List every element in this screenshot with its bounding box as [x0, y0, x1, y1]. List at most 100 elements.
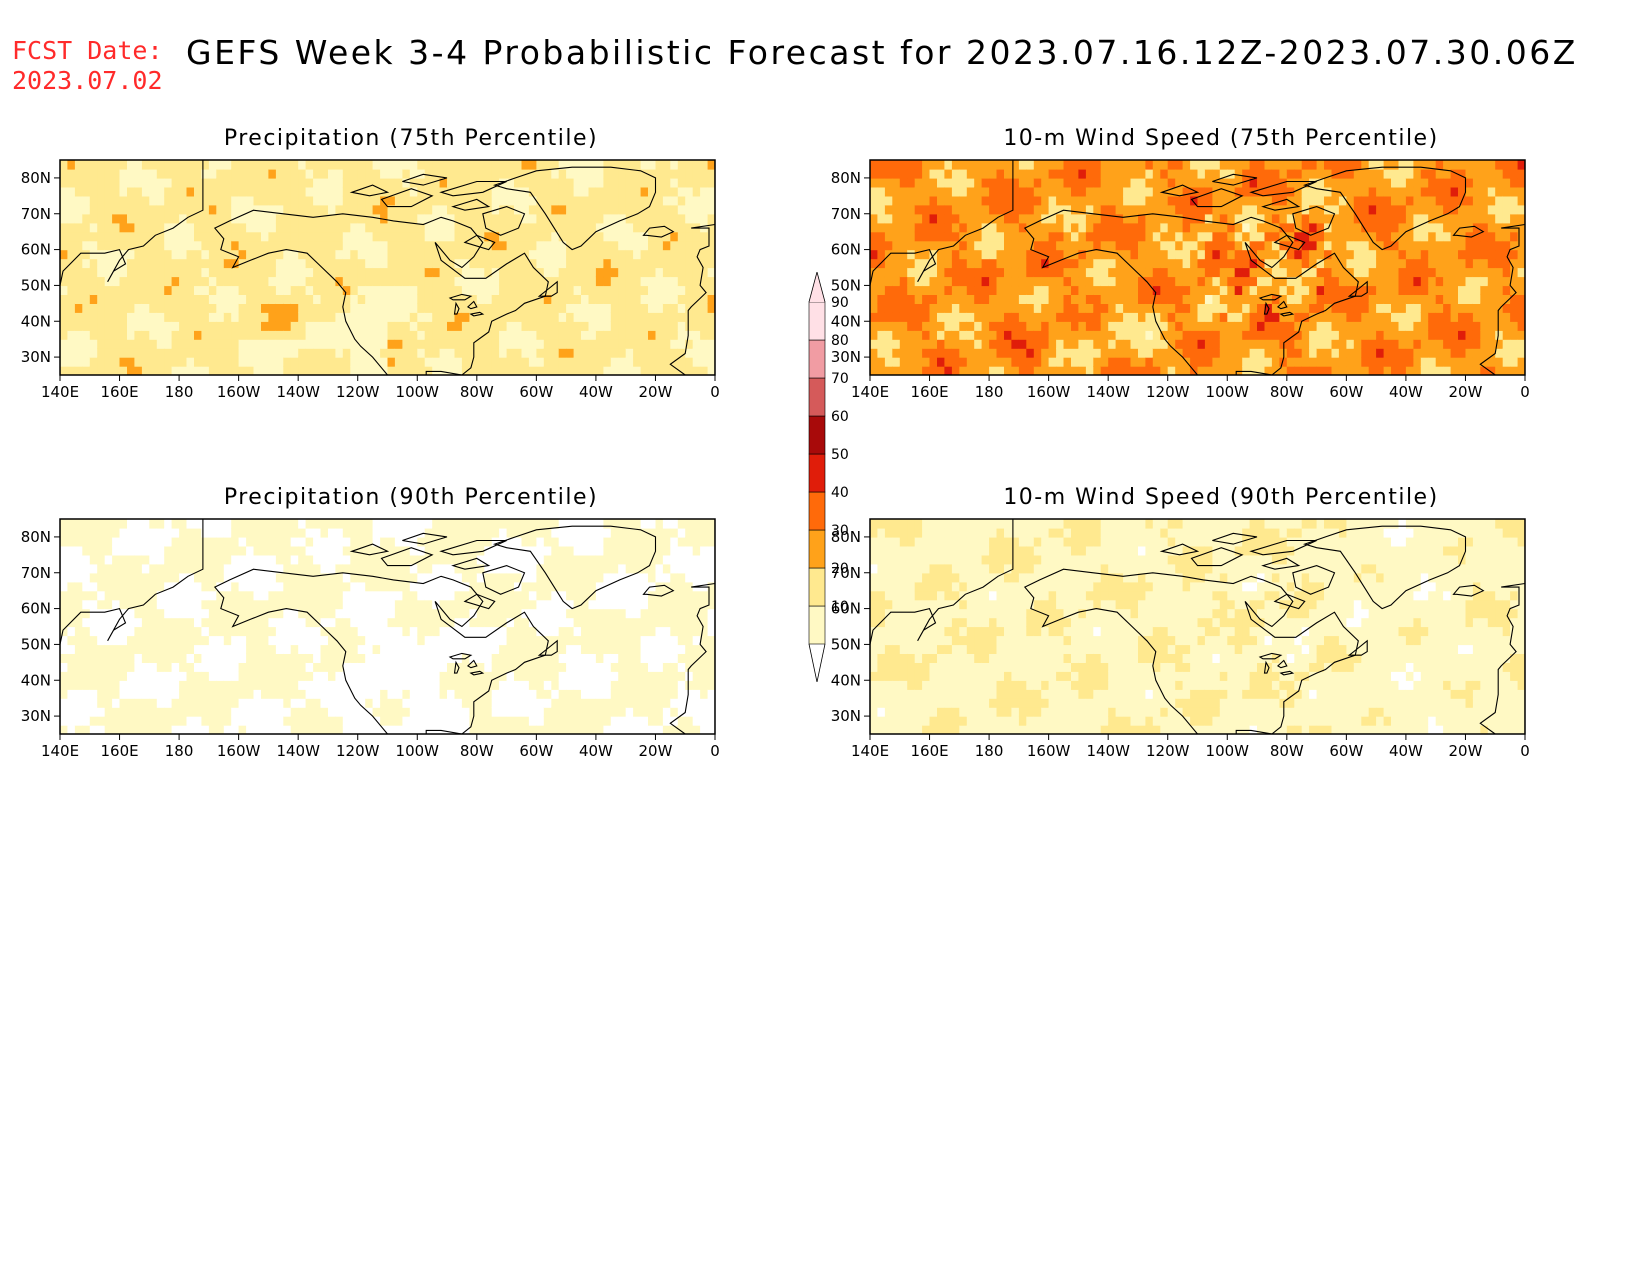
lat-tick-label: 40N [21, 312, 51, 330]
colorbar-segment [808, 491, 826, 531]
colorbar-segment [808, 339, 826, 379]
lon-tick-label: 0 [1520, 742, 1530, 760]
lat-tick-label: 80N [21, 528, 51, 546]
coastlines [870, 160, 1525, 375]
colorbar-segment [808, 529, 826, 569]
lon-tick-label: 120W [1146, 742, 1190, 760]
lon-tick-label: 140W [276, 383, 320, 401]
lon-tick-label: 80W [1270, 383, 1304, 401]
lon-tick-label: 160E [100, 383, 138, 401]
map-panel-wind-90: 10-m Wind Speed (90th Percentile) 140E 16… [810, 485, 1550, 775]
lat-tick-label: 70N [21, 205, 51, 223]
lat-tick-label: 40N [831, 671, 861, 689]
colorbar-label: 30 [831, 523, 849, 539]
lat-tick-label: 40N [21, 671, 51, 689]
coastlines [60, 160, 715, 375]
colorbar-low-arrow [808, 643, 826, 682]
lat-tick-label: 50N [21, 276, 51, 294]
lon-tick-label: 0 [710, 742, 720, 760]
lon-tick-label: 60W [519, 742, 553, 760]
lat-tick-label: 80N [21, 169, 51, 187]
lon-tick-label: 100W [1206, 383, 1250, 401]
lon-tick-label: 140E [851, 742, 889, 760]
coastlines [870, 519, 1525, 734]
map-panel-wind-75: 10-m Wind Speed (75th Percentile) 140E 16… [810, 126, 1550, 416]
map-frame [59, 159, 716, 376]
panel-title: Precipitation (75th Percentile) [223, 126, 599, 151]
lat-tick-label: 60N [21, 600, 51, 618]
lon-tick-label: 20W [1448, 383, 1482, 401]
lon-tick-label: 60W [1329, 383, 1363, 401]
lon-tick-label: 120W [336, 742, 380, 760]
lat-tick-label: 40N [831, 312, 861, 330]
lat-tick-label: 70N [831, 205, 861, 223]
lat-tick-label: 50N [831, 276, 861, 294]
map-plot: 140E 160E 180 160W 140W 120W 100W 80W 60W 40W 20W 0… [21, 518, 720, 760]
lon-tick-label: 0 [710, 383, 720, 401]
lon-tick-label: 20W [638, 742, 672, 760]
panel-title: 10-m Wind Speed (90th Percentile) [1003, 485, 1439, 510]
lon-tick-label: 80W [460, 742, 494, 760]
lon-tick-label: 60W [519, 383, 553, 401]
lat-tick-label: 50N [21, 635, 51, 653]
lon-tick-label: 0 [1520, 383, 1530, 401]
lon-tick-label: 40W [579, 383, 613, 401]
colorbar-label: 20 [831, 561, 849, 577]
lon-tick-label: 100W [396, 742, 440, 760]
lon-tick-label: 180 [975, 383, 1004, 401]
probability-shading [60, 160, 715, 375]
lon-tick-label: 80W [460, 383, 494, 401]
lat-tick-label: 80N [831, 528, 861, 546]
lat-tick-label: 60N [831, 600, 861, 618]
lat-tick-label: 60N [21, 241, 51, 259]
colorbar: 10 20 30 40 50 60 70 80 90 [808, 272, 849, 682]
lon-tick-label: 140E [851, 383, 889, 401]
map-panel-precip-75: Precipitation (75th Percentile) 140E 160E… [0, 126, 740, 416]
lon-tick-label: 140E [41, 383, 79, 401]
lon-tick-label: 80W [1270, 742, 1304, 760]
colorbar-label: 90 [831, 295, 849, 311]
fcst-date-label: FCST Date: [12, 36, 163, 65]
lon-tick-label: 40W [579, 742, 613, 760]
fcst-date-value: 2023.07.02 [12, 66, 163, 95]
fcst-date-block: FCST Date: 2023.07.02 [12, 36, 163, 96]
coastlines [60, 519, 715, 734]
lon-tick-label: 20W [1448, 742, 1482, 760]
lon-tick-label: 100W [396, 383, 440, 401]
lon-tick-label: 160E [910, 383, 948, 401]
panel-title: Precipitation (90th Percentile) [223, 485, 599, 510]
map-frame [869, 159, 1526, 376]
colorbar-segment [808, 377, 826, 417]
lon-tick-label: 160W [1027, 742, 1071, 760]
lon-tick-label: 40W [1389, 383, 1423, 401]
lon-tick-label: 160E [100, 742, 138, 760]
lon-tick-label: 40W [1389, 742, 1423, 760]
map-frame [869, 518, 1526, 735]
lon-tick-label: 180 [165, 383, 194, 401]
lon-tick-label: 100W [1206, 742, 1250, 760]
colorbar-segment [808, 567, 826, 607]
lat-tick-label: 50N [831, 635, 861, 653]
lon-tick-label: 120W [336, 383, 380, 401]
colorbar-label: 50 [831, 447, 849, 463]
map-panel-precip-90: Precipitation (90th Percentile) 140E 160E… [0, 485, 740, 775]
lon-tick-label: 180 [165, 742, 194, 760]
colorbar-label: 10 [831, 599, 849, 615]
lon-tick-label: 160E [910, 742, 948, 760]
lon-tick-label: 140W [1086, 742, 1130, 760]
colorbar-segment [808, 415, 826, 455]
colorbar-label: 60 [831, 409, 849, 425]
map-frame [59, 518, 716, 735]
probability-shading [870, 160, 1525, 375]
lon-tick-label: 160W [217, 383, 261, 401]
colorbar-label: 80 [831, 333, 849, 349]
map-plot: 140E 160E 180 160W 140W 120W 100W 80W 60W 40W 20W 0… [831, 518, 1530, 760]
probability-shading [60, 519, 715, 734]
map-plot: 140E 160E 180 160W 140W 120W 100W 80W 60W 40W 20W 0… [831, 159, 1530, 401]
lon-tick-label: 140W [276, 742, 320, 760]
colorbar-label: 70 [831, 371, 849, 387]
lat-tick-label: 80N [831, 169, 861, 187]
lon-tick-label: 140W [1086, 383, 1130, 401]
lat-tick-label: 60N [831, 241, 861, 259]
lon-tick-label: 140E [41, 742, 79, 760]
